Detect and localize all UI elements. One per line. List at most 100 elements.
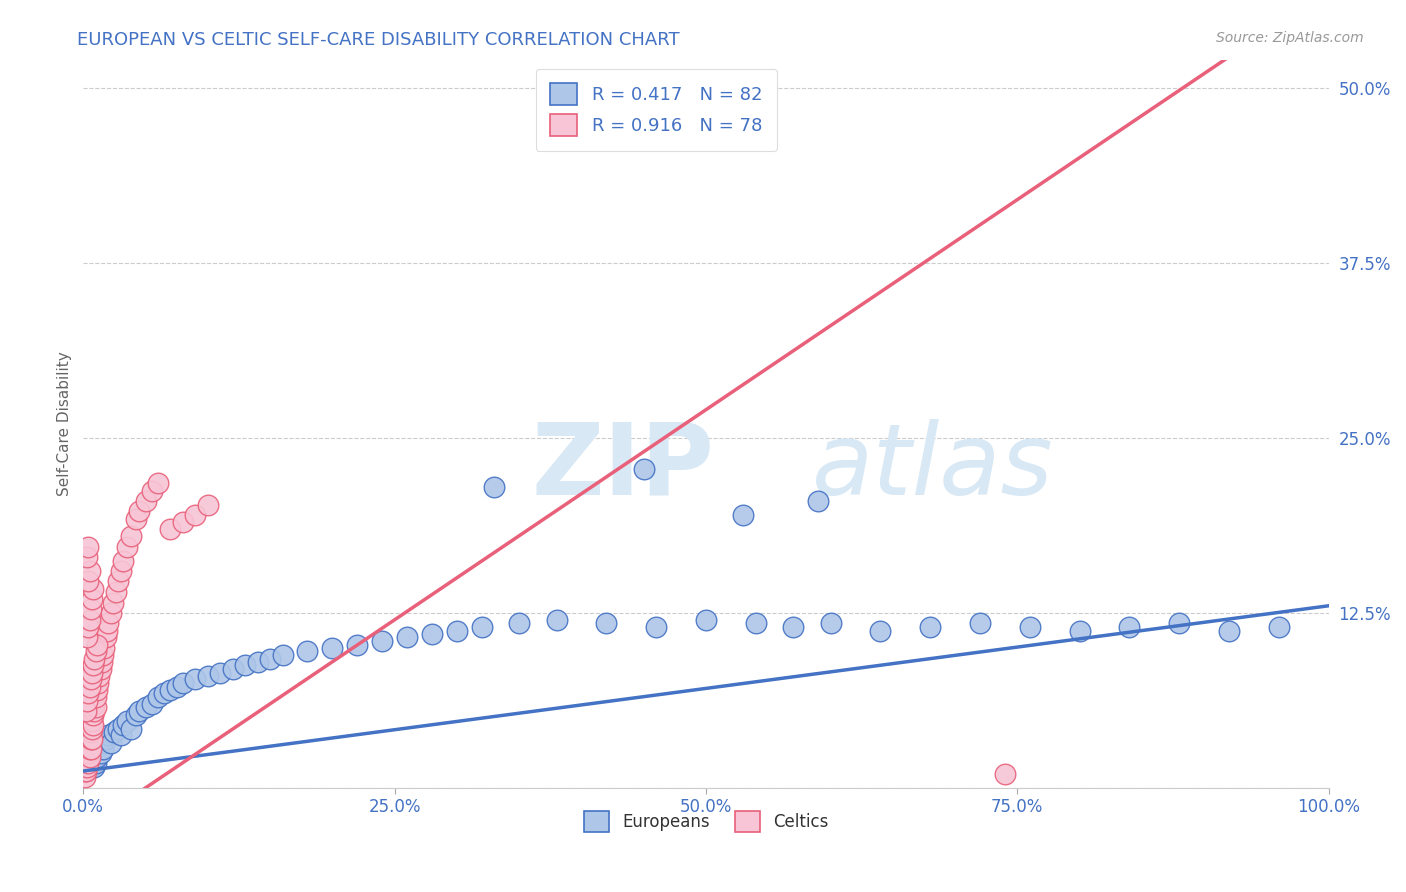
Point	[1018, 620, 1040, 634]
Point	[73, 770, 96, 784]
Point	[73, 760, 96, 774]
Point	[76, 750, 98, 764]
Point	[807, 493, 830, 508]
Point	[101, 596, 124, 610]
Point	[75, 756, 97, 770]
Point	[83, 760, 105, 774]
Point	[77, 685, 100, 699]
Point	[77, 753, 100, 767]
Point	[103, 724, 125, 739]
Point	[82, 657, 104, 672]
Point	[86, 750, 108, 764]
Point	[166, 680, 188, 694]
Point	[76, 739, 98, 753]
Point	[82, 758, 104, 772]
Point	[745, 615, 768, 630]
Point	[115, 714, 138, 728]
Point	[93, 640, 115, 655]
Y-axis label: Self-Care Disability: Self-Care Disability	[58, 351, 72, 496]
Point	[79, 564, 101, 578]
Point	[80, 747, 103, 762]
Point	[73, 756, 96, 770]
Point	[107, 722, 129, 736]
Point	[80, 724, 103, 739]
Point	[84, 699, 107, 714]
Point	[86, 638, 108, 652]
Point	[104, 584, 127, 599]
Point	[124, 512, 146, 526]
Point	[77, 620, 100, 634]
Point	[82, 582, 104, 596]
Point	[73, 764, 96, 778]
Point	[76, 746, 98, 760]
Point	[80, 741, 103, 756]
Point	[83, 652, 105, 666]
Point	[84, 756, 107, 770]
Point	[80, 731, 103, 746]
Point	[100, 736, 122, 750]
Point	[75, 746, 97, 760]
Point	[87, 741, 110, 756]
Point	[508, 615, 530, 630]
Point	[1268, 620, 1291, 634]
Point	[79, 680, 101, 694]
Point	[112, 718, 135, 732]
Point	[77, 739, 100, 753]
Text: Source: ZipAtlas.com: Source: ZipAtlas.com	[1216, 31, 1364, 45]
Point	[920, 620, 942, 634]
Point	[94, 630, 117, 644]
Point	[595, 615, 617, 630]
Point	[259, 652, 281, 666]
Point	[84, 746, 107, 760]
Point	[233, 657, 256, 672]
Point	[79, 613, 101, 627]
Point	[79, 758, 101, 772]
Point	[82, 708, 104, 723]
Point	[97, 728, 120, 742]
Point	[97, 615, 120, 630]
Point	[146, 475, 169, 490]
Point	[94, 731, 117, 746]
Point	[75, 704, 97, 718]
Point	[82, 718, 104, 732]
Point	[695, 613, 717, 627]
Point	[84, 643, 107, 657]
Point	[124, 708, 146, 723]
Point	[969, 615, 991, 630]
Text: atlas: atlas	[811, 419, 1053, 516]
Point	[246, 655, 269, 669]
Point	[80, 591, 103, 606]
Point	[733, 508, 755, 522]
Legend: Europeans, Celtics: Europeans, Celtics	[571, 798, 842, 845]
Point	[128, 503, 150, 517]
Point	[87, 675, 110, 690]
Point	[141, 697, 163, 711]
Point	[77, 756, 100, 770]
Point	[79, 750, 101, 764]
Point	[1218, 624, 1240, 638]
Point	[83, 704, 105, 718]
Point	[546, 613, 568, 627]
Point	[76, 764, 98, 778]
Point	[77, 761, 100, 775]
Point	[120, 529, 142, 543]
Point	[209, 665, 232, 680]
Point	[91, 736, 114, 750]
Point	[371, 633, 394, 648]
Point	[89, 739, 111, 753]
Point	[184, 508, 207, 522]
Point	[75, 760, 97, 774]
Point	[128, 704, 150, 718]
Point	[346, 638, 368, 652]
Point	[80, 601, 103, 615]
Point	[120, 722, 142, 736]
Point	[396, 630, 419, 644]
Point	[110, 564, 132, 578]
Point	[994, 767, 1017, 781]
Point	[782, 620, 804, 634]
Point	[86, 682, 108, 697]
Point	[80, 672, 103, 686]
Point	[84, 690, 107, 704]
Point	[77, 540, 100, 554]
Point	[90, 662, 112, 676]
